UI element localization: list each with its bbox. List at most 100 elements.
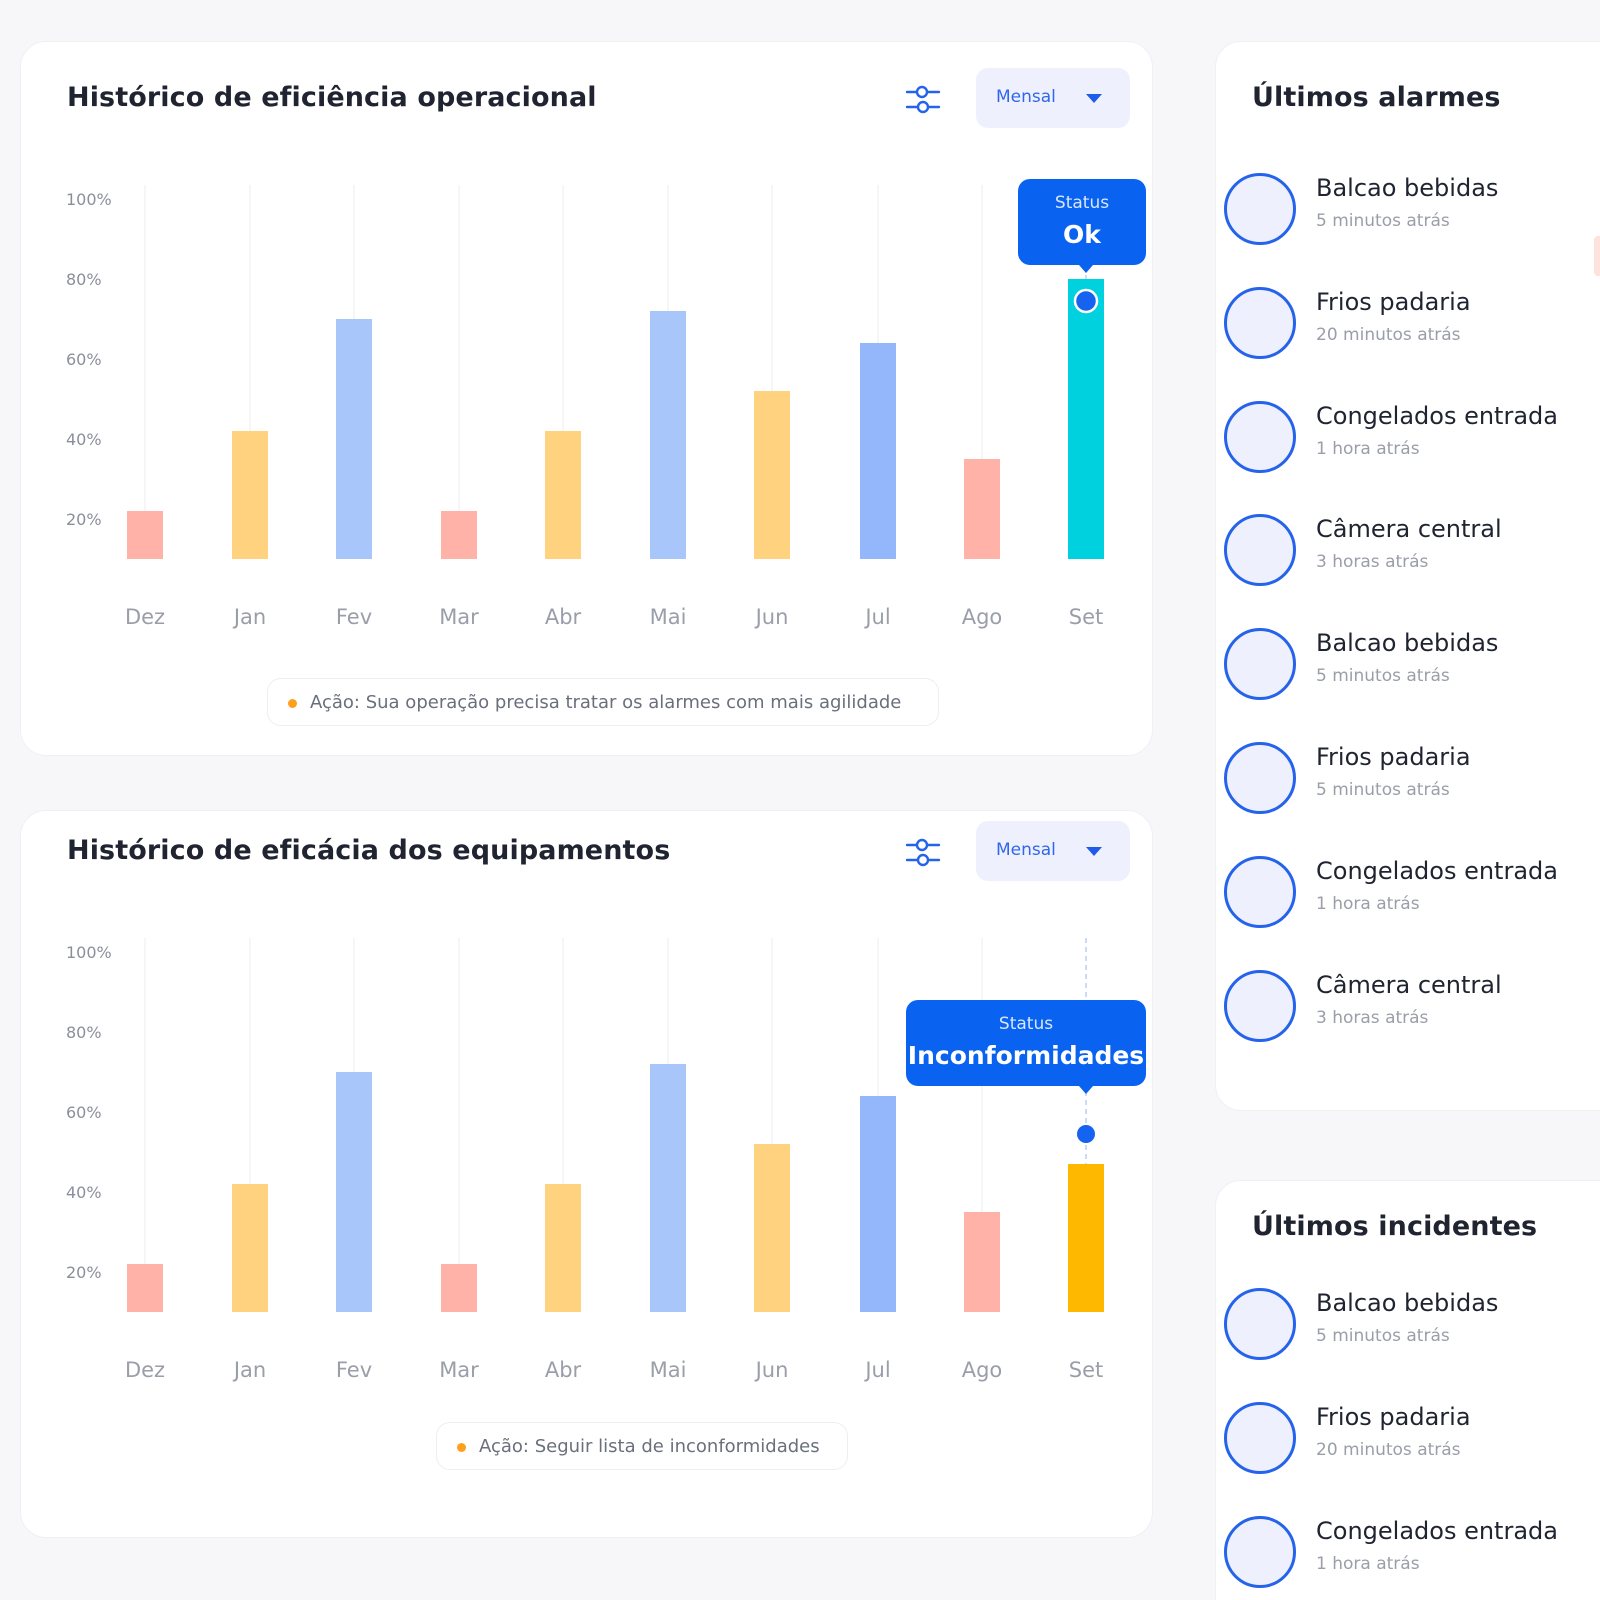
x-tick-label: Jun [754,1358,789,1382]
list-item[interactable]: Frios padaria 5 minutos atrás [1224,742,1600,822]
item-name: Congelados entrada [1316,1516,1558,1545]
list-item[interactable]: Congelados entrada 1 hora atrás [1224,855,1600,936]
action-hint: Ação: Sua operação precisa tratar os ala… [267,678,939,726]
y-tick-label: 60% [66,1103,102,1122]
avatar [1224,1288,1296,1360]
list-item[interactable]: Câmera central 3 horas atrás [1224,969,1600,1050]
bar-dez [127,511,163,559]
x-tick-label: Mar [439,1358,479,1382]
item-time: 20 minutos atrás [1316,1439,1461,1460]
item-time: 1 hora atrás [1316,1553,1420,1574]
highlight-marker [1077,1125,1095,1143]
avatar [1224,969,1296,1042]
list-item[interactable]: Balcao bebidas 5 minutos atrás [1224,173,1600,253]
sliders-icon[interactable] [903,833,943,873]
chart-title: Histórico de eficácia dos equipamentos [67,835,671,866]
list-item[interactable]: Balcao bebidas 5 minutos atrás [1224,1288,1600,1368]
item-time: 5 minutos atrás [1316,780,1450,800]
list-item[interactable]: Balcao bebidas 5 minutos atrás [1224,628,1600,708]
bar-jul [860,343,896,559]
alarms-card: Últimos alarmes Balcao bebidas 5 minutos … [1215,41,1600,1111]
item-time: 5 minutos atrás [1316,666,1450,687]
bar-mai [650,311,686,559]
bar-abr [545,431,581,559]
avatar [1224,400,1296,473]
tooltip-arrow [1079,1086,1093,1094]
incidents-title: Últimos incidentes [1252,1211,1538,1242]
x-tick-label: Ago [962,605,1003,629]
period-dropdown[interactable]: Mensal [976,821,1130,881]
tooltip-label: Status [1055,193,1109,213]
item-time: 20 minutos atrás [1316,324,1461,345]
chart-title: Histórico de eficiência operacional [67,82,597,113]
x-tick-label: Fev [336,1358,372,1382]
x-tick-label: Set [1069,1358,1103,1382]
list-item[interactable]: Congelados entrada 1 hora atrás [1224,400,1600,481]
sliders-icon[interactable] [903,80,943,120]
list-item[interactable]: Frios padaria 20 minutos atrás [1224,1401,1600,1482]
action-hint: Ação: Seguir lista de inconformidades [436,1422,848,1470]
action-hint-text: Ação: Sua operação precisa tratar os ala… [310,692,902,713]
item-name: Frios padaria [1316,287,1471,316]
avatar [1224,742,1296,814]
alarm-badge [1594,236,1600,276]
item-name: Balcao bebidas [1316,1289,1499,1317]
item-time: 3 horas atrás [1316,1007,1429,1028]
y-tick-label: 80% [66,1023,102,1042]
y-tick-label: 40% [66,1183,102,1202]
tooltip-value: Ok [1063,220,1102,249]
item-time: 1 hora atrás [1316,893,1420,914]
item-name: Frios padaria [1316,743,1471,771]
tooltip-arrow [1079,265,1093,273]
list-item[interactable]: Congelados entrada 1 hora atrás [1224,1515,1600,1596]
bar-fev [336,1072,372,1312]
status-tooltip [906,1000,1146,1086]
period-dropdown-label: Mensal [996,87,1056,107]
item-time: 1 hora atrás [1316,438,1420,459]
period-dropdown[interactable]: Mensal [976,68,1130,128]
item-name: Balcao bebidas [1316,174,1499,202]
item-name: Congelados entrada [1316,401,1558,430]
effectiveness-chart-card: Histórico de eficácia dos equipamentos M… [20,810,1153,1538]
avatar [1224,514,1296,587]
avatar [1224,855,1296,928]
item-time: 5 minutos atrás [1316,1326,1450,1346]
caret-down-icon [1086,847,1102,856]
tooltip-value: Inconformidades [908,1041,1144,1070]
bar-mar [441,511,477,559]
bar-jun [754,1144,790,1312]
action-hint-text: Ação: Seguir lista de inconformidades [479,1436,820,1457]
y-tick-label: 60% [66,350,102,369]
x-tick-label: Jun [754,605,789,629]
item-time: 3 horas atrás [1316,552,1429,573]
list-item[interactable]: Câmera central 3 horas atrás [1224,514,1600,594]
efficiency-bar-chart: 100% 80% 60% 40% 20% Dez Jan Fev Mar Abr Mai Jun Jul… [66,179,1146,629]
bar-set [1068,279,1104,559]
avatar [1224,1401,1296,1474]
item-name: Câmera central [1316,970,1502,999]
x-tick-label: Abr [545,605,582,629]
x-tick-label: Mai [650,605,687,629]
bar-fev [336,319,372,559]
y-tick-label: 80% [66,270,102,289]
bar-dez [127,1264,163,1312]
bar-ago [964,459,1000,559]
efficiency-chart-card: Histórico de eficiência operacional Mens… [20,41,1153,756]
x-tick-label: Jan [232,605,266,629]
item-name: Congelados entrada [1316,856,1558,885]
bar-abr [545,1184,581,1312]
bar-jan [232,1184,268,1312]
bar-mai [650,1064,686,1312]
y-tick-label: 100% [66,190,112,209]
bar-set [1068,1164,1104,1312]
x-tick-label: Mai [650,1358,687,1382]
avatar [1224,628,1296,701]
item-name: Frios padaria [1316,1402,1471,1431]
y-tick-label: 40% [66,430,102,449]
avatar [1224,173,1296,245]
status-tooltip [1018,179,1146,265]
x-tick-label: Abr [545,1358,582,1382]
warning-dot-icon [288,699,297,708]
list-item[interactable]: Frios padaria 20 minutos atrás [1224,286,1600,367]
item-name: Câmera central [1316,515,1502,544]
